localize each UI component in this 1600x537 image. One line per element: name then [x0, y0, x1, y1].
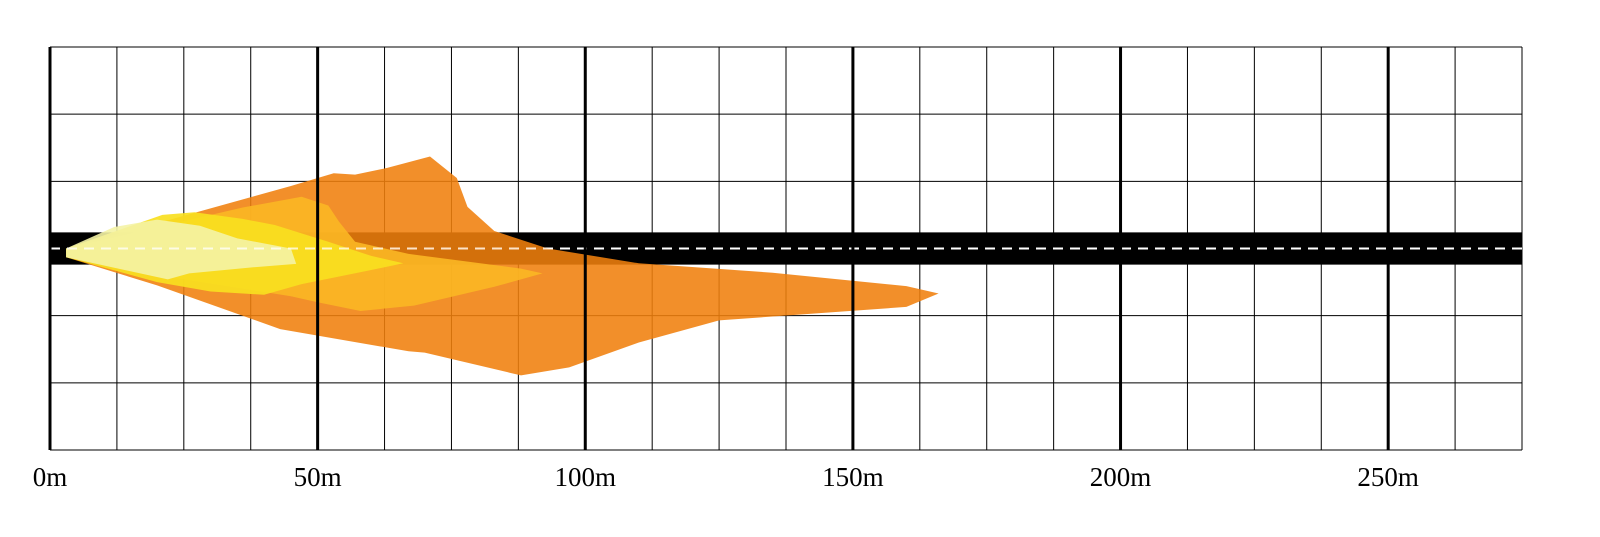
x-tick-label: 100m — [555, 462, 617, 492]
beam-zone-4 — [66, 219, 297, 280]
major-gridlines — [48, 47, 1390, 450]
x-tick-label: 50m — [294, 462, 342, 492]
x-tick-label: 250m — [1357, 462, 1419, 492]
x-tick-label: 0m — [33, 462, 68, 492]
x-tick-label: 150m — [822, 462, 884, 492]
x-tick-label: 200m — [1090, 462, 1152, 492]
beam-pattern — [50, 156, 1522, 376]
x-axis-tick-labels: 0m 50m 100m 150m 200m 250m — [33, 462, 1419, 492]
